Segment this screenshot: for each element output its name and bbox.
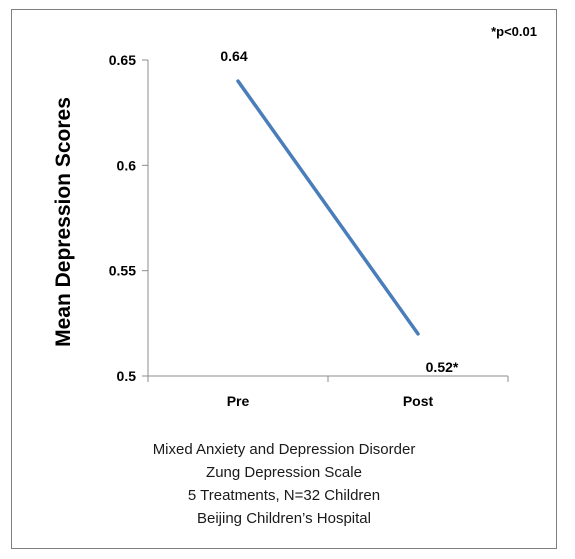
y-tick-label: 0.5	[117, 368, 137, 384]
y-axis-title: Mean Depression Scores	[52, 97, 75, 347]
series-layer	[236, 79, 420, 336]
caption-line-3: 5 Treatments, N=32 Children	[187, 487, 381, 504]
chart-caption: Mixed Anxiety and Depression Disorder Zu…	[11, 438, 557, 530]
significance-note: *p<0.01	[491, 24, 537, 39]
axes	[142, 59, 509, 382]
caption-line-4: Beijing Children’s Hospital	[197, 510, 371, 527]
chart-frame	[11, 9, 557, 549]
x-tick-label: Pre	[227, 393, 250, 409]
labels-layer: 0.5 0.55 0.6 0.65 Pre Post Mean Depression Sco…	[52, 24, 537, 409]
y-tick-label: 0.65	[109, 52, 136, 68]
x-tick-label: Post	[403, 393, 434, 409]
series-line	[236, 79, 420, 336]
y-tick-label: 0.6	[117, 157, 137, 173]
data-label-pre: 0.64	[220, 48, 247, 64]
caption-line-2: Zung Depression Scale	[206, 464, 362, 481]
caption-line-1: Mixed Anxiety and Depression Disorder	[152, 441, 416, 458]
data-label-post: 0.52*	[426, 359, 459, 375]
y-tick-label: 0.55	[109, 263, 136, 279]
